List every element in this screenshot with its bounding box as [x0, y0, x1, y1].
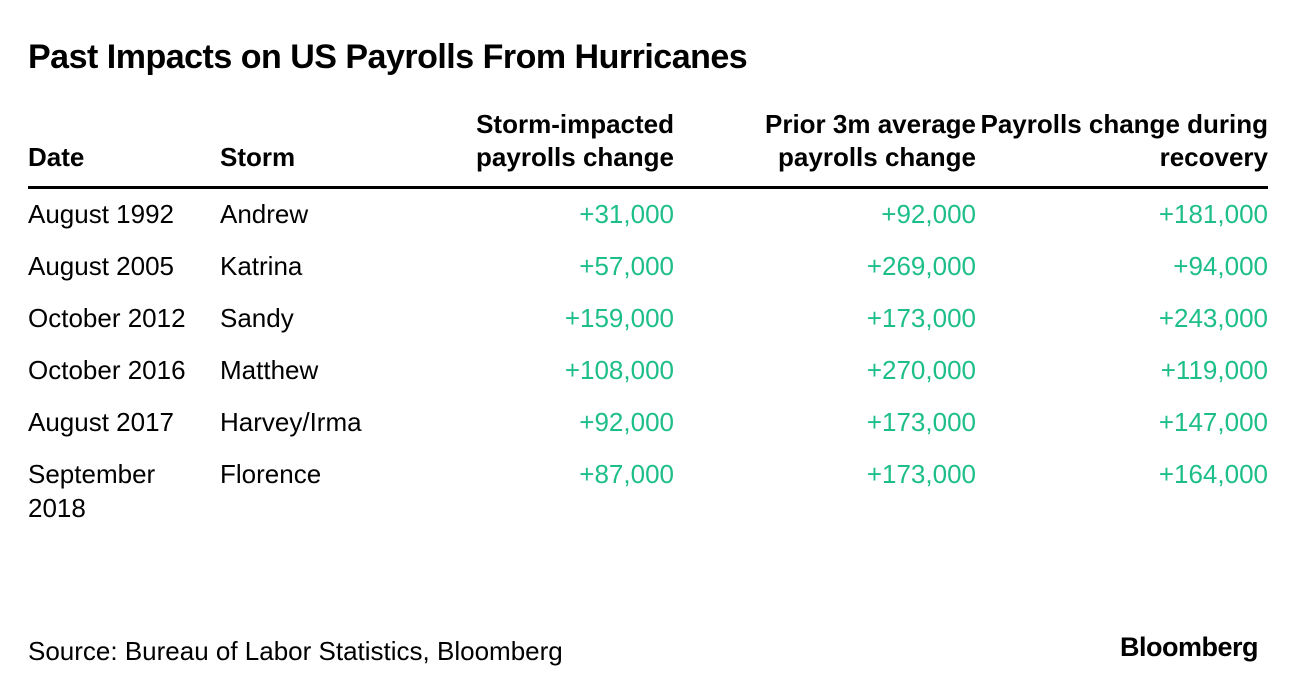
cell-date: August 2017 [28, 407, 175, 437]
table-row: October 2016 Matthew +108,000 +270,000 +… [28, 345, 1268, 397]
cell-storm: Andrew [220, 199, 309, 229]
cell-storm: Florence [220, 459, 322, 489]
cell-prior-3m-average: +173,000 [866, 459, 976, 489]
cell-storm: Sandy [220, 303, 294, 333]
header-date: Date [28, 104, 220, 189]
cell-date: August 1992 [28, 199, 175, 229]
header-storm: Storm [220, 104, 400, 189]
cell-date: October 2012 [28, 303, 186, 333]
cell-storm: Matthew [220, 355, 319, 385]
cell-prior-3m-average: +173,000 [866, 303, 976, 333]
header-row: Date Storm Storm-impacted payrolls chang… [28, 104, 1268, 189]
cell-recovery-change: +119,000 [1160, 355, 1268, 385]
source-note: Source: Bureau of Labor Statistics, Bloo… [28, 636, 563, 666]
cell-date: October 2016 [28, 355, 186, 385]
cell-storm-impacted: +57,000 [579, 251, 674, 281]
cell-storm: Katrina [220, 251, 303, 281]
cell-date: August 2005 [28, 251, 175, 281]
cell-recovery-change: +243,000 [1158, 303, 1268, 333]
header-prior-3m-average: Prior 3m average payrolls change [674, 104, 976, 189]
cell-recovery-change: +181,000 [1158, 199, 1268, 229]
bloomberg-logo: Bloomberg [1119, 632, 1259, 662]
cell-storm-impacted: +31,000 [579, 199, 674, 229]
payrolls-table: Date Storm Storm-impacted payrolls chang… [28, 104, 1268, 535]
cell-recovery-change: +94,000 [1173, 251, 1268, 281]
cell-prior-3m-average: +270,000 [866, 355, 976, 385]
cell-prior-3m-average: +173,000 [866, 407, 976, 437]
table-row: September 2018 Florence +87,000 +173,000… [28, 449, 1268, 535]
header-storm-impacted: Storm-impacted payrolls change [400, 104, 674, 189]
cell-storm: Harvey/Irma [220, 407, 362, 437]
cell-recovery-change: +147,000 [1158, 407, 1268, 437]
cell-storm-impacted: +87,000 [579, 459, 674, 489]
cell-storm-impacted: +92,000 [579, 407, 674, 437]
cell-prior-3m-average: +92,000 [881, 199, 976, 229]
cell-prior-3m-average: +269,000 [866, 251, 976, 281]
chart-title: Past Impacts on US Payrolls From Hurrica… [28, 38, 748, 76]
table-row: August 2017 Harvey/Irma +92,000 +173,000… [28, 397, 1268, 449]
cell-storm-impacted: +108,000 [564, 355, 674, 385]
table-row: August 2005 Katrina +57,000 +269,000 +94… [28, 241, 1268, 293]
header-recovery-change: Payrolls change during recovery [976, 104, 1268, 189]
table-row: August 1992 Andrew +31,000 +92,000 +181,… [28, 188, 1268, 242]
cell-date: September 2018 [28, 459, 156, 523]
table-row: October 2012 Sandy +159,000 +173,000 +24… [28, 293, 1268, 345]
cell-storm-impacted: +159,000 [564, 303, 674, 333]
cell-recovery-change: +164,000 [1158, 459, 1268, 489]
